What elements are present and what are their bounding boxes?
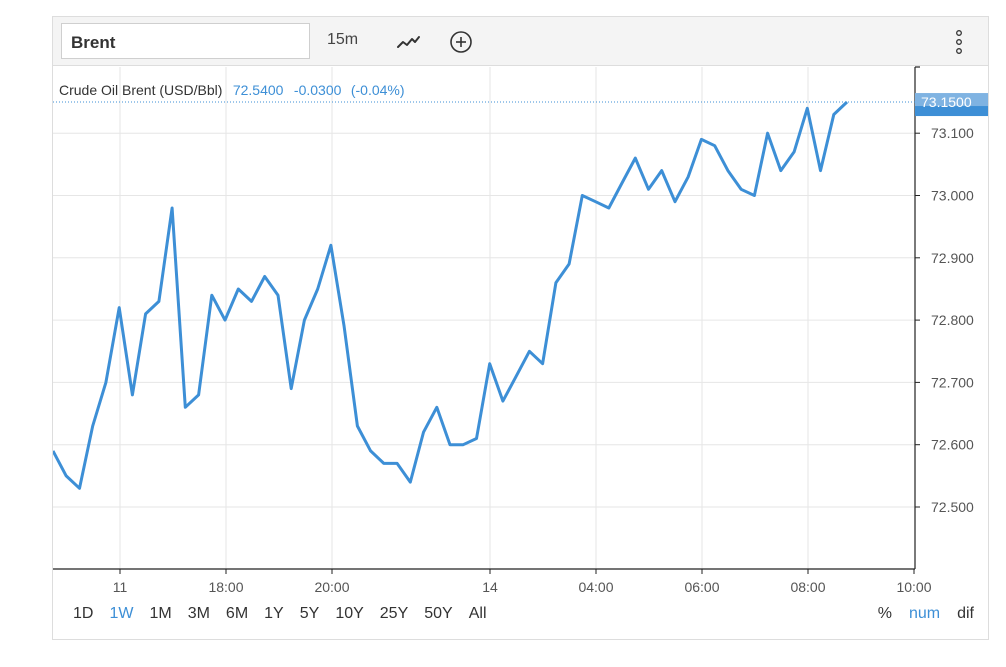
x-tick-label: 10:00 xyxy=(896,579,931,595)
mode-difference[interactable]: dif xyxy=(957,605,974,622)
period-1m[interactable]: 1M xyxy=(149,605,172,622)
price-series-line xyxy=(53,100,849,490)
period-1w[interactable]: 1W xyxy=(109,605,134,622)
period-5y[interactable]: 5Y xyxy=(299,605,320,622)
display-mode-selector: % num dif xyxy=(861,605,974,623)
legend-change: -0.0300 xyxy=(294,82,342,98)
y-tick-label: 72.500 xyxy=(931,499,974,515)
period-1d[interactable]: 1D xyxy=(73,605,94,622)
x-tick-label: 04:00 xyxy=(578,579,613,595)
period-1y[interactable]: 1Y xyxy=(264,605,284,622)
legend-symbol-name: Crude Oil Brent (USD/Bbl) xyxy=(59,82,222,98)
x-tick-label: 18:00 xyxy=(208,579,243,595)
legend-change-pct: (-0.04%) xyxy=(351,82,405,98)
y-tick-label: 73.000 xyxy=(931,188,974,204)
x-tick-label: 14 xyxy=(482,579,498,595)
legend-price: 72.5400 xyxy=(233,82,284,98)
y-tick-label: 72.700 xyxy=(931,374,974,390)
x-tick-label: 06:00 xyxy=(684,579,719,595)
period-50y[interactable]: 50Y xyxy=(424,605,453,622)
x-tick-label: 11 xyxy=(113,579,128,595)
y-axis-ticks: 72.500 72.600 72.700 72.800 72.900 73.000 73.1… xyxy=(915,125,974,515)
period-3m[interactable]: 3M xyxy=(187,605,210,622)
period-6m[interactable]: 6M xyxy=(225,605,249,622)
x-tick-label: 20:00 xyxy=(314,579,349,595)
x-tick-label: 08:00 xyxy=(790,579,825,595)
mode-number[interactable]: num xyxy=(908,605,941,622)
y-tick-label: 72.800 xyxy=(931,312,974,328)
line-chart-icon[interactable] xyxy=(394,28,422,56)
period-10y[interactable]: 10Y xyxy=(335,605,364,622)
y-tick-label: 72.900 xyxy=(931,250,974,266)
grid-lines xyxy=(53,67,915,569)
more-vertical-icon[interactable] xyxy=(954,29,964,55)
period-25y[interactable]: 25Y xyxy=(379,605,409,622)
plus-circle-icon[interactable] xyxy=(447,28,475,56)
x-axis-ticks: 11 18:00 20:00 14 04:00 06:00 08:00 10:00 xyxy=(113,569,932,595)
y-tick-label: 73.100 xyxy=(931,125,974,141)
symbol-input[interactable]: Brent xyxy=(61,23,310,59)
chart-axes xyxy=(53,66,920,570)
mode-percent[interactable]: % xyxy=(877,605,892,622)
period-all[interactable]: All xyxy=(468,605,487,622)
legend: Crude Oil Brent (USD/Bbl) 72.5400 -0.030… xyxy=(59,82,405,99)
interval-selector[interactable]: 15m xyxy=(327,31,359,48)
chart-widget: Brent 15m 72.500 72.600 72.700 72.800 72.900… xyxy=(52,16,989,640)
chart-toolbar: Brent 15m xyxy=(53,17,988,66)
y-tick-label: 72.600 xyxy=(931,437,974,453)
price-chart[interactable]: 72.500 72.600 72.700 72.800 72.900 73.000 73.1… xyxy=(53,17,988,597)
last-price-value: 73.1500 xyxy=(921,94,972,110)
period-selector: 1D 1W 1M 3M 6M 1Y 5Y 10Y 25Y 50Y All xyxy=(73,605,503,623)
last-price-tag: 73.1500 xyxy=(915,93,988,117)
